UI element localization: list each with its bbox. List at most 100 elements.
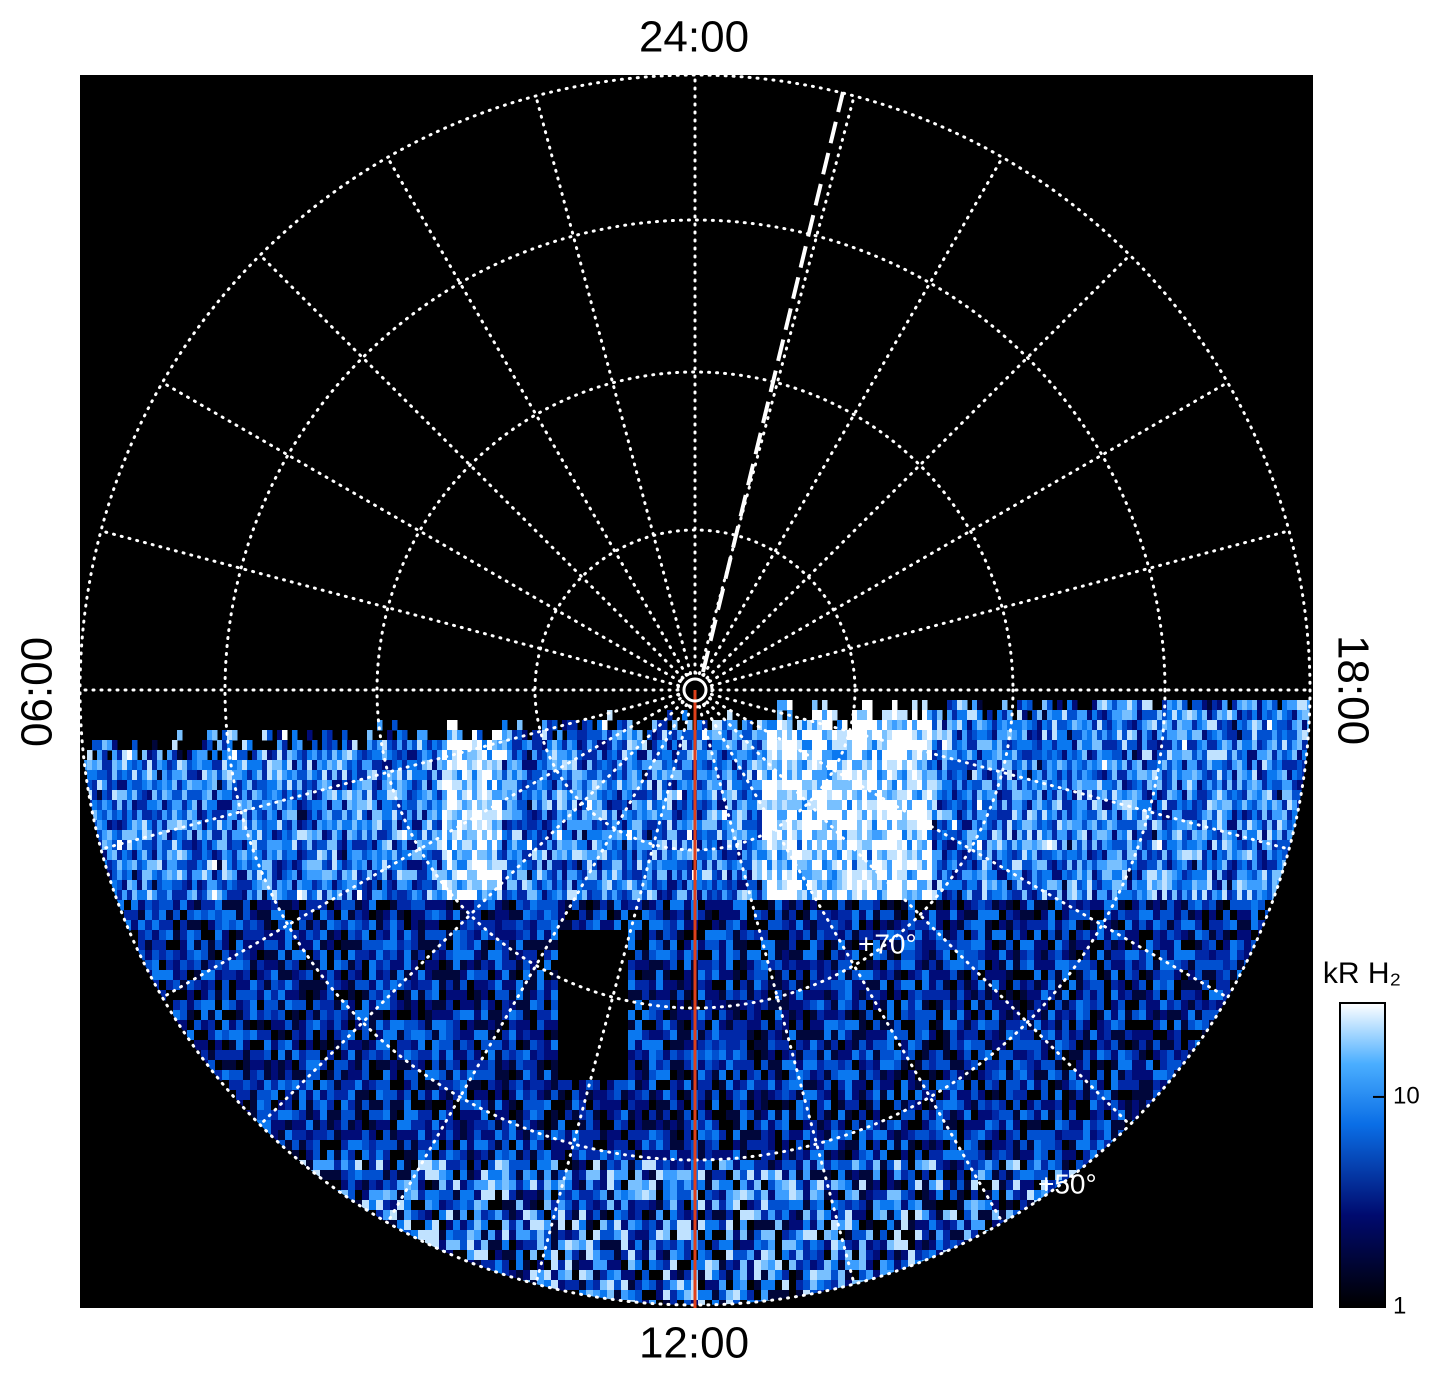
emission-cell	[912, 730, 918, 741]
emission-cell	[262, 800, 268, 811]
emission-cell	[172, 750, 178, 761]
emission-cell	[1167, 760, 1173, 771]
emission-cell	[838, 910, 846, 921]
emission-cell	[482, 790, 488, 801]
emission-cell	[1042, 730, 1048, 741]
emission-cell	[832, 810, 838, 821]
emission-cell	[612, 830, 618, 841]
emission-cell	[777, 710, 783, 721]
emission-cell	[472, 880, 478, 891]
emission-cell	[997, 850, 1003, 861]
emission-cell	[172, 780, 178, 791]
emission-cell	[1002, 760, 1008, 771]
emission-cell	[352, 840, 358, 851]
emission-cell	[1012, 750, 1018, 761]
emission-cell	[717, 740, 723, 751]
emission-cell	[677, 850, 683, 861]
emission-cell	[1212, 770, 1218, 781]
emission-cell	[1142, 740, 1148, 751]
emission-cell	[1257, 730, 1263, 741]
emission-cell	[1057, 800, 1063, 811]
emission-cell	[1027, 850, 1033, 861]
emission-cell	[1072, 770, 1078, 781]
emission-cell	[92, 810, 98, 821]
emission-cell	[607, 740, 613, 751]
emission-cell	[1257, 840, 1263, 851]
emission-cell	[1272, 820, 1278, 831]
emission-cell	[390, 930, 398, 941]
emission-cell	[1202, 710, 1208, 721]
emission-cell	[97, 770, 103, 781]
emission-cell	[792, 850, 798, 861]
emission-cell	[1282, 720, 1288, 731]
emission-cell	[417, 880, 423, 891]
emission-cell	[92, 740, 98, 751]
emission-cell	[495, 930, 503, 941]
emission-cell	[487, 870, 493, 881]
emission-cell	[1227, 730, 1233, 741]
emission-cell	[1257, 800, 1263, 811]
emission-cell	[732, 750, 738, 761]
emission-cell	[707, 850, 713, 861]
emission-cell	[957, 890, 963, 901]
emission-cell	[372, 760, 378, 771]
emission-cell	[437, 790, 443, 801]
emission-cell	[487, 860, 493, 871]
emission-cell	[662, 850, 668, 861]
emission-cell	[722, 800, 728, 811]
emission-cell	[957, 830, 963, 841]
emission-cell	[1237, 820, 1243, 831]
emission-cell	[742, 740, 748, 751]
emission-cell	[877, 830, 883, 841]
emission-cell	[452, 790, 458, 801]
emission-cell	[1177, 830, 1183, 841]
emission-cell	[782, 850, 788, 861]
emission-cell	[462, 800, 468, 811]
emission-cell	[962, 880, 968, 891]
emission-cell	[159, 930, 167, 941]
emission-cell	[229, 930, 237, 941]
emission-cell	[1117, 750, 1123, 761]
emission-cell	[942, 840, 948, 851]
emission-cell	[797, 720, 803, 731]
emission-cell	[262, 820, 268, 831]
emission-cell	[1012, 840, 1018, 851]
emission-cell	[1137, 800, 1143, 811]
emission-cell	[897, 800, 903, 811]
emission-cell	[628, 920, 636, 931]
emission-cell	[1272, 720, 1278, 731]
emission-cell	[1118, 930, 1126, 941]
emission-cell	[902, 770, 908, 781]
emission-cell	[992, 780, 998, 791]
emission-cell	[557, 770, 563, 781]
emission-cell	[962, 760, 968, 771]
emission-cell	[215, 930, 223, 941]
emission-cell	[558, 930, 566, 941]
emission-cell	[1102, 850, 1108, 861]
emission-cell	[987, 760, 993, 771]
emission-cell	[1282, 800, 1288, 811]
emission-cell	[522, 760, 528, 771]
emission-cell	[702, 720, 708, 731]
emission-cell	[502, 900, 510, 911]
emission-cell	[202, 820, 208, 831]
emission-cell	[497, 770, 503, 781]
emission-cell	[892, 790, 898, 801]
emission-cell	[872, 750, 878, 761]
emission-cell	[1251, 920, 1259, 931]
emission-cell	[902, 800, 908, 811]
emission-cell	[397, 760, 403, 771]
emission-cell	[672, 730, 678, 741]
emission-cell	[1107, 720, 1113, 731]
emission-cell	[772, 730, 778, 741]
emission-cell	[1072, 780, 1078, 791]
emission-cell	[427, 800, 433, 811]
emission-cell	[862, 700, 868, 711]
emission-cell	[642, 840, 648, 851]
emission-cell	[282, 840, 288, 851]
emission-cell	[452, 800, 458, 811]
emission-cell	[882, 740, 888, 751]
emission-cell	[802, 830, 808, 841]
emission-cell	[217, 880, 223, 891]
emission-cell	[382, 790, 388, 801]
